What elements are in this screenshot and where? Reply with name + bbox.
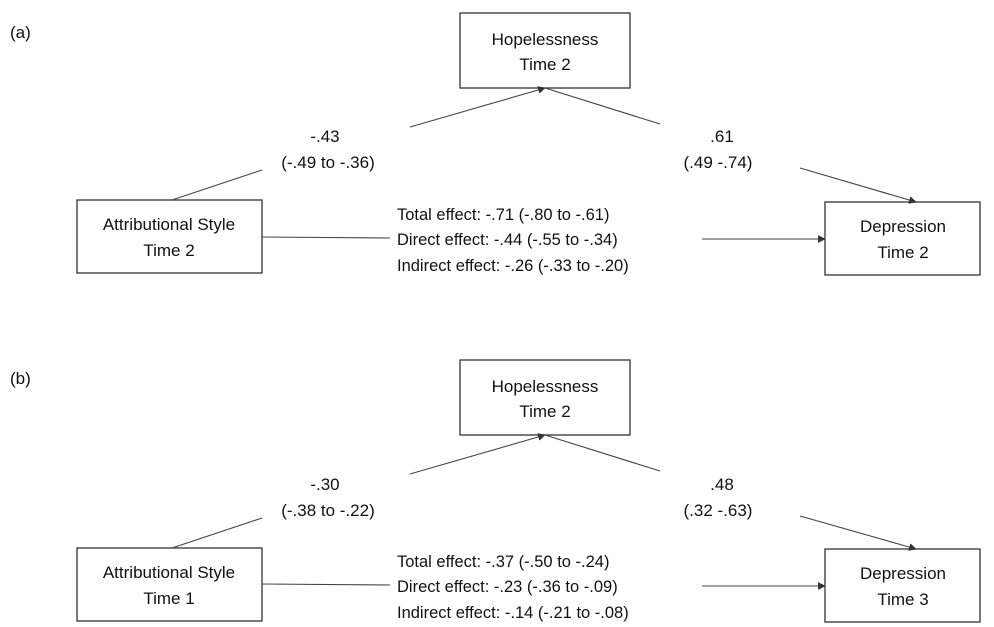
path-a-arrow-a — [409, 86, 546, 128]
predictor-label-line2-a: Time 2 — [143, 241, 194, 260]
path-a-arrow-b — [409, 433, 546, 475]
predictor-node-a: Attributional Style Time 2 — [76, 199, 263, 274]
path-a-ci-b: (-.38 to -.22) — [281, 501, 375, 520]
path-b-estimate-a: .61 — [710, 127, 734, 146]
path-b-arrow-b — [799, 515, 917, 551]
outcome-box-b — [824, 548, 981, 623]
panel-label-a: (a) — [10, 23, 31, 42]
outcome-label-line1-b: Depression — [860, 564, 946, 583]
panel-b: (b) Hopelessness Time 2 Attributional St… — [10, 359, 981, 623]
predictor-box-b — [76, 547, 263, 622]
path-a-line-lower-b — [171, 517, 263, 549]
outcome-label-line2-a: Time 2 — [877, 243, 928, 262]
predictor-box-a — [76, 199, 263, 274]
path-b-estimate-b: .48 — [710, 475, 734, 494]
mediator-box-a — [459, 12, 631, 89]
predictor-node-b: Attributional Style Time 1 — [76, 547, 263, 622]
predictor-label-line2-b: Time 1 — [143, 589, 194, 608]
predictor-label-line1-a: Attributional Style — [103, 215, 235, 234]
predictor-label-line1-b: Attributional Style — [103, 563, 235, 582]
path-b-ci-b: (.32 -.63) — [684, 501, 753, 520]
path-b-ci-a: (.49 -.74) — [684, 153, 753, 172]
mediator-label-line2-a: Time 2 — [519, 55, 570, 74]
outcome-box-a — [824, 201, 981, 276]
outcome-node-a: Depression Time 2 — [824, 201, 981, 276]
indirect-effect-b: Indirect effect: -.14 (-.21 to -.08) — [397, 604, 629, 622]
mediator-label-line1-a: Hopelessness — [492, 30, 599, 49]
mediator-label-line1-b: Hopelessness — [492, 377, 599, 396]
direct-effect-b: Direct effect: -.23 (-.36 to -.09) — [397, 578, 618, 596]
direct-effect-a: Direct effect: -.44 (-.55 to -.34) — [397, 231, 618, 249]
mediator-label-line2-b: Time 2 — [519, 402, 570, 421]
path-b-line-upper-b — [544, 434, 661, 472]
total-effect-b: Total effect: -.37 (-.50 to -.24) — [397, 553, 609, 571]
outcome-label-line1-a: Depression — [860, 217, 946, 236]
path-a-ci-a: (-.49 to -.36) — [281, 153, 375, 172]
outcome-label-line2-b: Time 3 — [877, 590, 928, 609]
mediator-node-a: Hopelessness Time 2 — [459, 12, 631, 89]
panel-label-b: (b) — [10, 369, 31, 388]
path-a-line-lower-a — [171, 169, 263, 201]
path-b-arrow-a — [799, 167, 917, 204]
panel-a: (a) Hopelessness Time 2 Attributional St… — [10, 12, 981, 276]
path-a-estimate-a: -.43 — [310, 127, 339, 146]
total-effect-a: Total effect: -.71 (-.80 to -.61) — [397, 206, 609, 224]
mediator-node-b: Hopelessness Time 2 — [459, 359, 631, 436]
outcome-node-b: Depression Time 3 — [824, 548, 981, 623]
indirect-effect-a: Indirect effect: -.26 (-.33 to -.20) — [397, 257, 629, 275]
path-b-line-upper-a — [544, 87, 661, 125]
path-c-line-left-b — [261, 583, 391, 586]
mediator-box-b — [459, 359, 631, 436]
path-c-line-left-a — [261, 236, 391, 239]
path-a-estimate-b: -.30 — [310, 475, 339, 494]
